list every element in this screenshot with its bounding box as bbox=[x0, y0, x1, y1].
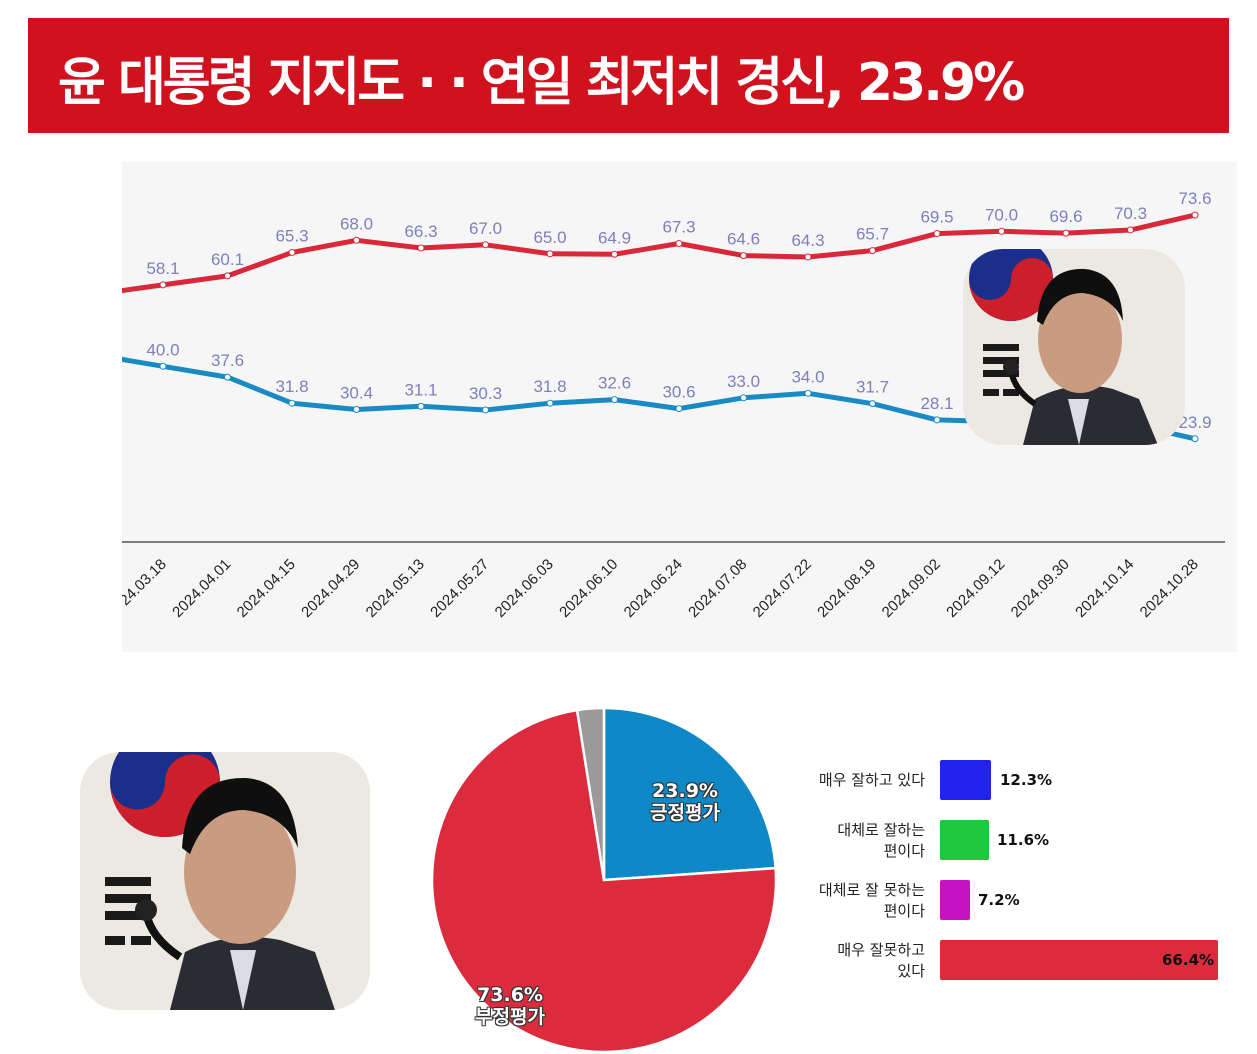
approval-trend-svg: 58.1 60.1 65.3 68.0 66.3 67.0 65.0 64.9 67.3 64.6… bbox=[122, 189, 1225, 621]
series-0-value-label: 64.6 bbox=[727, 230, 760, 249]
series-1-value-label: 30.4 bbox=[340, 384, 373, 403]
series-1-value-label: 30.3 bbox=[469, 384, 502, 403]
series-0-value-label: 65.3 bbox=[275, 226, 308, 245]
series-0-value-label: 67.0 bbox=[469, 219, 502, 238]
series-1-point bbox=[675, 405, 683, 413]
bar-value-label: 66.4% bbox=[1162, 951, 1215, 969]
bar-value-label: 7.2% bbox=[978, 891, 1020, 909]
bar-category-label: 대체로 잘 못하는 편이다 bbox=[819, 880, 925, 922]
series-1-point bbox=[288, 399, 296, 407]
president-portrait-image bbox=[963, 249, 1185, 445]
bar-category-line: 있다 bbox=[897, 962, 925, 980]
series-1-value-label: 31.8 bbox=[533, 377, 566, 396]
series-0-point bbox=[933, 230, 941, 238]
series-0-value-label: 67.3 bbox=[662, 217, 695, 236]
series-0-value-label: 73.6 bbox=[1178, 189, 1211, 208]
bar-category-label: 대체로 잘하는 편이다 bbox=[837, 820, 925, 862]
headline-title: 윤 대통령 지지도 · · 연일 최저치 경신, 23.9% bbox=[58, 53, 1025, 113]
pie-pct-positive: 23.9% bbox=[652, 780, 718, 802]
series-1-value-label: 33.0 bbox=[727, 372, 760, 391]
bar-category-line: 매우 잘못하고 bbox=[837, 941, 925, 959]
series-0-value-label: 70.0 bbox=[985, 205, 1018, 224]
pie-label-positive: 23.9% 긍정평가 bbox=[630, 780, 740, 824]
bar-category-line: 대체로 잘하는 bbox=[837, 821, 925, 839]
pie-name-negative: 부정평가 bbox=[475, 1006, 545, 1028]
series-0-point bbox=[224, 272, 231, 280]
series-1-point bbox=[1191, 435, 1199, 443]
series-1-point bbox=[740, 394, 747, 402]
pie-name-positive: 긍정평가 bbox=[650, 802, 720, 824]
series-0-point bbox=[675, 239, 683, 247]
series-1-value-label: 31.1 bbox=[404, 380, 437, 399]
series-1-point bbox=[417, 402, 425, 410]
series-1-value-label: 32.6 bbox=[598, 374, 631, 393]
series-0-point bbox=[804, 253, 812, 261]
series-0-point bbox=[740, 252, 747, 260]
series-1-value-label: 23.9 bbox=[1178, 413, 1211, 432]
pie-slice-positive bbox=[602, 706, 777, 882]
series-1-point bbox=[353, 406, 360, 413]
pie-slice-other bbox=[575, 706, 606, 881]
series-0-point bbox=[159, 281, 167, 289]
series-1-value-label: 31.8 bbox=[275, 377, 308, 396]
series-0-value-label: 69.5 bbox=[920, 208, 953, 227]
series-0-value-label: 60.1 bbox=[211, 250, 244, 269]
bar-very-good bbox=[940, 760, 991, 800]
series-0-point bbox=[288, 248, 296, 256]
series-0-value-label: 65.0 bbox=[533, 228, 566, 247]
president-photo-top bbox=[963, 249, 1185, 445]
series-1-value-label: 28.1 bbox=[920, 394, 953, 413]
president-photo-bottom bbox=[80, 752, 370, 1010]
pie-pct-negative: 73.6% bbox=[477, 984, 543, 1006]
headline-banner: 윤 대통령 지지도 · · 연일 최저치 경신, 23.9% bbox=[28, 18, 1229, 133]
series-0-point bbox=[482, 241, 489, 249]
series-0-value-label: 64.3 bbox=[791, 231, 824, 250]
series-1-point bbox=[159, 362, 167, 370]
series-0-point bbox=[998, 227, 1005, 235]
series-0-value-label: 64.9 bbox=[598, 228, 631, 247]
series-line-0 bbox=[122, 212, 1198, 294]
series-1-value-label: 31.7 bbox=[856, 378, 889, 397]
series-0-point bbox=[417, 244, 425, 252]
series-1-value-label: 40.0 bbox=[146, 340, 179, 359]
series-0-point bbox=[611, 250, 618, 258]
bar-category-line: 대체로 잘 못하는 bbox=[818, 881, 925, 899]
bar-category-line: 매우 잘하고 있다 bbox=[818, 771, 925, 789]
series-1-point bbox=[546, 399, 554, 407]
bar-value-label: 11.6% bbox=[997, 831, 1050, 849]
series-0-value-label: 69.6 bbox=[1049, 207, 1082, 226]
bar-very-bad bbox=[940, 940, 1218, 980]
series-0-point bbox=[869, 247, 876, 255]
series-1-value-label: 37.6 bbox=[211, 351, 244, 370]
pie-slice-negative bbox=[430, 708, 778, 1054]
series-0-point bbox=[1127, 226, 1134, 234]
series-1-point bbox=[482, 406, 489, 414]
series-0-value-label: 70.3 bbox=[1114, 204, 1147, 223]
president-portrait-image bbox=[80, 752, 370, 1010]
series-1-point bbox=[611, 396, 618, 404]
series-0-point bbox=[546, 250, 554, 258]
series-0-value-label: 58.1 bbox=[146, 259, 179, 278]
bar-somewhat-bad bbox=[940, 880, 970, 920]
series-1-value-label: 30.6 bbox=[662, 383, 695, 402]
bar-category-label: 매우 잘못하고 있다 bbox=[837, 940, 925, 982]
series-0-point bbox=[353, 236, 360, 244]
bar-somewhat-good bbox=[940, 820, 989, 860]
series-1-point bbox=[869, 400, 876, 408]
series-0-point bbox=[1191, 211, 1199, 219]
series-0-value-label: 65.7 bbox=[856, 225, 889, 244]
series-0-value-label: 68.0 bbox=[340, 214, 373, 233]
pie-label-negative: 73.6% 부정평가 bbox=[455, 984, 565, 1028]
bar-category-line: 편이다 bbox=[883, 902, 925, 920]
series-1-point bbox=[224, 373, 231, 381]
bar-value-label: 12.3% bbox=[1000, 771, 1053, 789]
series-1-value-label: 34.0 bbox=[791, 367, 824, 386]
series-1-point bbox=[933, 416, 941, 424]
series-0-value-label: 66.3 bbox=[404, 222, 437, 241]
bar-category-label: 매우 잘하고 있다 bbox=[819, 770, 925, 791]
bar-category-line: 편이다 bbox=[883, 842, 925, 860]
series-1-point bbox=[804, 389, 812, 397]
series-0-point bbox=[1062, 229, 1070, 237]
